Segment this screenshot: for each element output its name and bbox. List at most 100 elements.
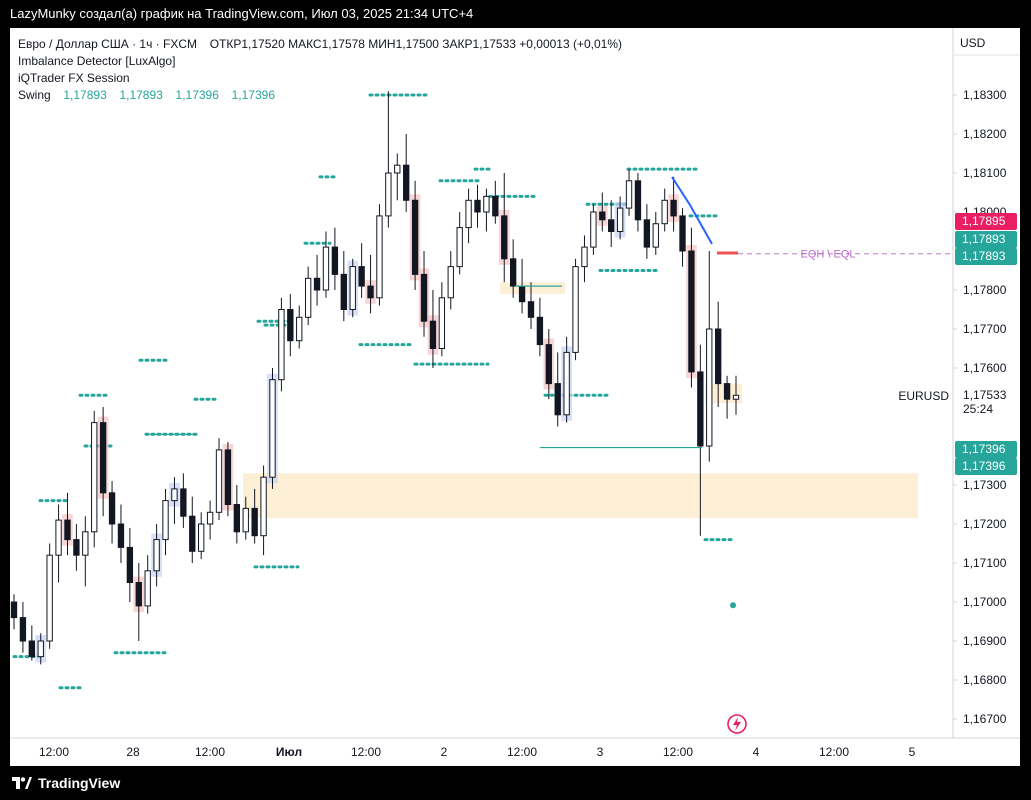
time-tick-label: 12:00 xyxy=(351,745,381,759)
candle-down xyxy=(64,519,71,541)
candle-down xyxy=(492,195,499,217)
candle-up xyxy=(385,172,392,217)
candle-up xyxy=(242,507,249,533)
candle-up xyxy=(162,500,169,541)
price-badge xyxy=(955,441,1017,458)
legend-ohlc: ОТКР1,17520 МАКС1,17578 МИН1,17500 ЗАКР1… xyxy=(209,37,623,51)
price-tick-label: 1,18300 xyxy=(963,88,1007,102)
candle-up xyxy=(91,422,98,533)
time-tick-label: 12:00 xyxy=(663,745,693,759)
price-tick-label: 1,17800 xyxy=(963,283,1007,297)
footer-bar: TradingView xyxy=(0,766,1031,800)
time-tick-label: 3 xyxy=(597,745,604,759)
legend-indicator-swing[interactable]: Swing 1,17893 1,17893 1,17396 1,17396 xyxy=(18,87,622,104)
candle-up xyxy=(37,640,44,658)
price-tick-label: 1,17300 xyxy=(963,478,1007,492)
candle-up xyxy=(652,223,659,248)
tradingview-logo-icon xyxy=(12,777,32,789)
lightning-icon xyxy=(727,714,747,734)
supply-demand-zone xyxy=(705,383,742,404)
candle-down xyxy=(313,277,321,291)
currency-label[interactable]: USD xyxy=(960,36,986,50)
trend-line xyxy=(671,176,713,245)
time-tick-label: Июл xyxy=(276,745,302,759)
price-badge xyxy=(955,213,1017,230)
time-tick-label: 2 xyxy=(441,745,448,759)
candle-down xyxy=(126,546,134,584)
legend-indicator-session[interactable]: iQTrader FX Session xyxy=(18,71,130,85)
candle-down xyxy=(135,582,142,607)
candle-up xyxy=(206,511,214,525)
price-badge-label: 1,17396 xyxy=(962,459,1006,473)
candle-down xyxy=(420,273,428,322)
tradingview-logo[interactable]: TradingView xyxy=(12,775,120,791)
candle-up xyxy=(322,246,330,291)
candle-up xyxy=(625,180,633,209)
candle-up xyxy=(349,266,356,311)
candle-up xyxy=(438,297,446,349)
candle-down xyxy=(99,422,107,494)
symbol-label: EURUSD xyxy=(898,389,949,403)
candle-up xyxy=(55,519,62,556)
candle-down xyxy=(340,273,347,310)
candle-down xyxy=(358,266,365,287)
candle-down xyxy=(714,328,722,385)
candles-layer xyxy=(10,91,740,665)
candle-down xyxy=(599,211,606,221)
price-badge xyxy=(955,458,1017,475)
candle-up xyxy=(616,207,624,233)
candle-up xyxy=(456,227,463,268)
price-tick-label: 1,17600 xyxy=(963,361,1007,375)
candle-down xyxy=(545,344,552,385)
candle-up xyxy=(153,539,160,572)
candle-down xyxy=(474,199,481,213)
candle-down xyxy=(518,285,526,303)
level-mark-dot xyxy=(730,602,736,609)
candle-up xyxy=(304,277,312,318)
candle-down xyxy=(723,383,731,400)
eqh-eql-label: EQH \ EQL xyxy=(800,249,855,261)
chart-frame[interactable] xyxy=(10,28,1020,766)
candle-up xyxy=(483,195,490,213)
legend-symbol-row[interactable]: Евро / Доллар США · 1ч · FXCM ОТКР1,1752… xyxy=(18,36,622,53)
time-tick-label: 12:00 xyxy=(195,745,225,759)
candle-up xyxy=(732,394,740,400)
candle-up xyxy=(563,351,570,416)
axis-layer: 1,183001,182001,181001,180001,178001,177… xyxy=(10,28,1020,759)
price-badge xyxy=(955,248,1017,265)
price-tick-label: 1,16700 xyxy=(963,712,1007,726)
candle-down xyxy=(608,219,615,233)
price-tick-label: 1,16900 xyxy=(963,634,1007,648)
swing-value: 1,17893 xyxy=(119,88,163,102)
candle-up xyxy=(572,266,579,353)
candle-up xyxy=(278,309,285,381)
price-badge xyxy=(955,231,1017,248)
candle-up xyxy=(590,211,597,248)
overlay-layer: EQH \ EQL xyxy=(145,176,953,609)
candle-down xyxy=(411,199,419,275)
candle-down xyxy=(331,246,339,275)
candle-up xyxy=(171,488,178,502)
time-tick-label: 12:00 xyxy=(819,745,849,759)
candle-down xyxy=(189,515,196,552)
candle-down xyxy=(28,640,36,658)
swing-value: 1,17396 xyxy=(231,88,275,102)
candle-down xyxy=(19,617,27,642)
time-tick-label: 5 xyxy=(909,745,916,759)
price-badge-label: 1,17893 xyxy=(962,249,1006,263)
candle-up xyxy=(144,570,151,607)
price-badge-label: 1,17893 xyxy=(962,232,1006,246)
swing-value: 1,17396 xyxy=(175,88,219,102)
legend-indicator-imbalance[interactable]: Imbalance Detector [LuxAlgo] xyxy=(18,54,176,68)
candle-up xyxy=(447,266,454,299)
candle-down xyxy=(180,488,187,517)
swing-label: Swing xyxy=(18,88,51,102)
candle-down xyxy=(670,199,677,217)
candle-up xyxy=(661,199,668,225)
last-price-label: 1,17533 xyxy=(963,388,1007,402)
candle-down xyxy=(643,219,651,248)
candle-down xyxy=(73,539,80,556)
candle-down xyxy=(367,285,374,299)
candle-up xyxy=(394,164,401,174)
